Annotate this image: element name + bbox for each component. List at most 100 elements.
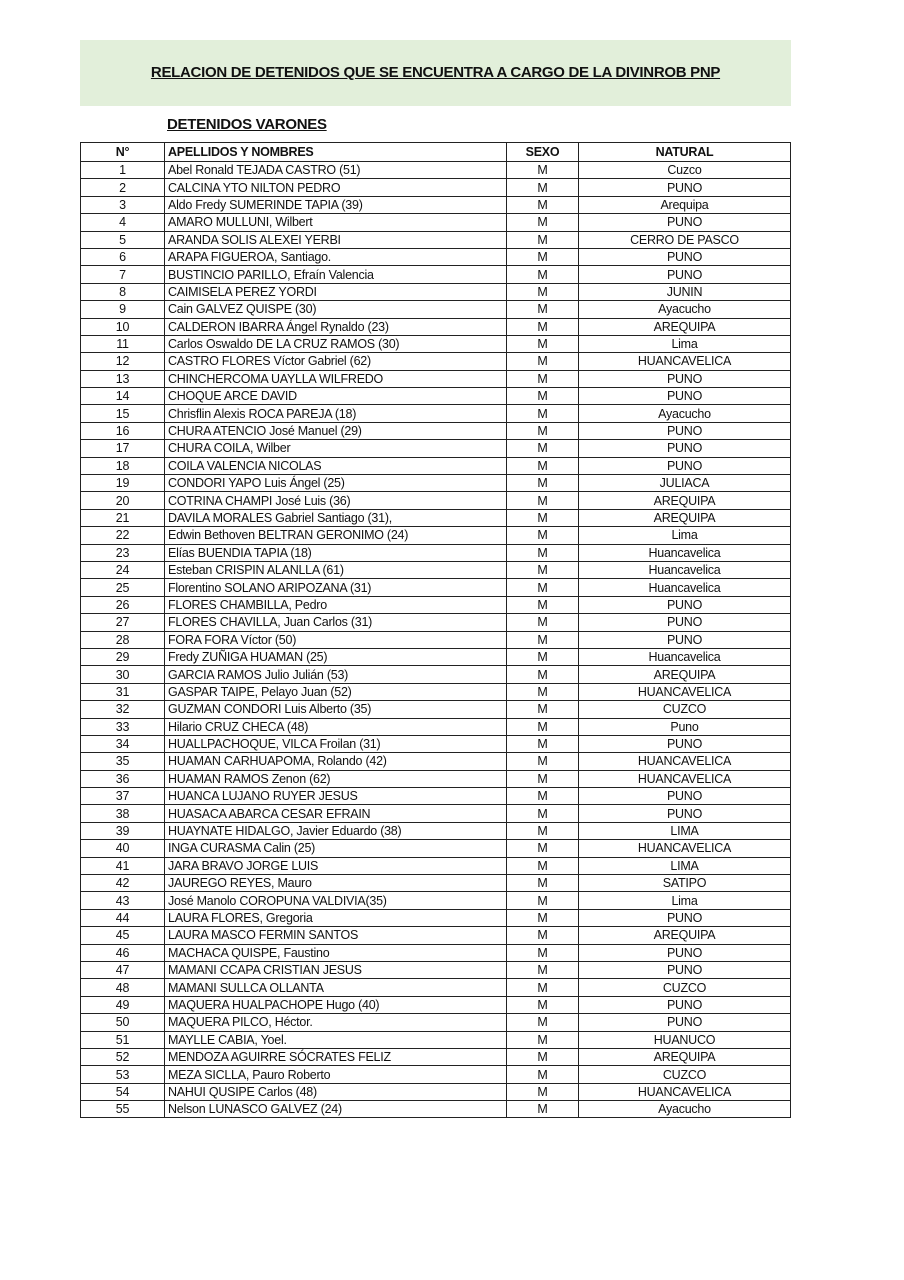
cell-origin: PUNO (578, 265, 791, 284)
cell-sex: M (506, 769, 579, 789)
cell-number: 49 (80, 995, 165, 1015)
cell-number: 21 (80, 508, 165, 528)
cell-name: LAURA FLORES, Gregoria (164, 908, 507, 928)
table-row: 54 NAHUI QUSIPE Carlos (48) M HUANCAVELICA (80, 1082, 791, 1102)
cell-number: 54 (80, 1082, 165, 1102)
cell-name: HUALLPACHOQUE, VILCA Froilan (31) (164, 734, 507, 754)
cell-name: MEZA SICLLA, Pauro Roberto (164, 1065, 507, 1084)
cell-origin: Huancavelica (578, 578, 791, 597)
cell-name: HUANCA LUJANO RUYER JESUS (164, 787, 507, 806)
cell-number: 29 (80, 647, 165, 667)
cell-name: COILA VALENCIA NICOLAS (164, 456, 507, 476)
header-origin: NATURAL (578, 142, 791, 162)
cell-origin: Ayacucho (578, 1100, 791, 1119)
cell-number: 17 (80, 439, 165, 458)
table-row: 4 AMARO MULLUNI, Wilbert M PUNO (80, 213, 791, 232)
cell-sex: M (506, 1047, 579, 1067)
cell-origin: AREQUIPA (578, 508, 791, 528)
table-header-row: N° APELLIDOS Y NOMBRES SEXO NATURAL (80, 142, 791, 162)
cell-sex: M (506, 404, 579, 423)
cell-number: 4 (80, 213, 165, 232)
detainees-table: N° APELLIDOS Y NOMBRES SEXO NATURAL 1 Abe… (80, 142, 791, 1119)
cell-sex: M (506, 734, 579, 754)
cell-sex: M (506, 578, 579, 597)
cell-name: DAVILA MORALES Gabriel Santiago (31), (164, 508, 507, 528)
cell-number: 18 (80, 456, 165, 476)
cell-number: 7 (80, 265, 165, 284)
cell-origin: PUNO (578, 960, 791, 980)
cell-origin: PUNO (578, 787, 791, 806)
table-row: 20 COTRINA CHAMPI José Luis (36) M AREQUIPA (80, 491, 791, 510)
cell-name: COTRINA CHAMPI José Luis (36) (164, 491, 507, 510)
cell-origin: HUANCAVELICA (578, 352, 791, 371)
title-banner (80, 40, 791, 106)
table-row: 34 HUALLPACHOQUE, VILCA Froilan (31) M PUNO (80, 734, 791, 754)
cell-name: Nelson LUNASCO GALVEZ (24) (164, 1100, 507, 1119)
cell-number: 40 (80, 839, 165, 858)
cell-sex: M (506, 456, 579, 476)
cell-name: Chrisflin Alexis ROCA PAREJA (18) (164, 404, 507, 423)
cell-number: 39 (80, 821, 165, 841)
cell-name: CHOQUE ARCE DAVID (164, 387, 507, 406)
cell-number: 27 (80, 613, 165, 632)
cell-number: 50 (80, 1013, 165, 1032)
cell-name: ARAPA FIGUEROA, Santiago. (164, 247, 507, 267)
cell-number: 30 (80, 665, 165, 684)
cell-origin: HUANCAVELICA (578, 769, 791, 789)
cell-number: 6 (80, 247, 165, 267)
table-row: 38 HUASACA ABARCA CESAR EFRAIN M PUNO (80, 804, 791, 823)
table-row: 26 FLORES CHAMBILLA, Pedro M PUNO (80, 595, 791, 615)
cell-name: JAUREGO REYES, Mauro (164, 874, 507, 893)
table-row: 8 CAIMISELA PEREZ YORDI M JUNIN (80, 282, 791, 302)
table-row: 33 Hilario CRUZ CHECA (48) M Puno (80, 717, 791, 736)
cell-name: CHURA COILA, Wilber (164, 439, 507, 458)
cell-sex: M (506, 926, 579, 945)
cell-name: CASTRO FLORES Víctor Gabriel (62) (164, 352, 507, 371)
cell-origin: HUANCAVELICA (578, 1082, 791, 1102)
cell-number: 3 (80, 195, 165, 215)
cell-name: MAQUERA PILCO, Héctor. (164, 1013, 507, 1032)
cell-origin: CERRO DE PASCO (578, 230, 791, 249)
cell-origin: Ayacucho (578, 404, 791, 423)
table-row: 10 CALDERON IBARRA Ángel Rynaldo (23) M ARE… (80, 317, 791, 336)
cell-name: BUSTINCIO PARILLO, Efraín Valencia (164, 265, 507, 284)
table-row: 48 MAMANI SULLCA OLLANTA M CUZCO (80, 978, 791, 997)
cell-name: HUAYNATE HIDALGO, Javier Eduardo (38) (164, 821, 507, 841)
table-row: 30 GARCIA RAMOS Julio Julián (53) M AREQUIP… (80, 665, 791, 684)
cell-sex: M (506, 508, 579, 528)
cell-sex: M (506, 647, 579, 667)
cell-name: GUZMAN CONDORI Luis Alberto (35) (164, 700, 507, 719)
cell-number: 5 (80, 230, 165, 249)
cell-number: 15 (80, 404, 165, 423)
cell-origin: PUNO (578, 804, 791, 823)
cell-origin: PUNO (578, 613, 791, 632)
table-row: 15 Chrisflin Alexis ROCA PAREJA (18) M Ayac… (80, 404, 791, 423)
cell-sex: M (506, 891, 579, 910)
cell-number: 20 (80, 491, 165, 510)
cell-origin: PUNO (578, 213, 791, 232)
table-row: 55 Nelson LUNASCO GALVEZ (24) M Ayacucho (80, 1100, 791, 1119)
cell-number: 14 (80, 387, 165, 406)
cell-sex: M (506, 682, 579, 702)
cell-name: José Manolo COROPUNA VALDIVIA(35) (164, 891, 507, 910)
cell-origin: CUZCO (578, 1065, 791, 1084)
cell-sex: M (506, 1030, 579, 1049)
cell-number: 32 (80, 700, 165, 719)
table-row: 51 MAYLLE CABIA, Yoel. M HUANUCO (80, 1030, 791, 1049)
cell-origin: LIMA (578, 856, 791, 876)
cell-name: GARCIA RAMOS Julio Julián (53) (164, 665, 507, 684)
cell-sex: M (506, 630, 579, 649)
cell-number: 34 (80, 734, 165, 754)
header-sex: SEXO (506, 142, 579, 162)
table-row: 13 CHINCHERCOMA UAYLLA WILFREDO M PUNO (80, 369, 791, 389)
cell-origin: AREQUIPA (578, 926, 791, 945)
cell-sex: M (506, 665, 579, 684)
cell-origin: Ayacucho (578, 300, 791, 319)
cell-name: MAYLLE CABIA, Yoel. (164, 1030, 507, 1049)
table-row: 37 HUANCA LUJANO RUYER JESUS M PUNO (80, 787, 791, 806)
cell-sex: M (506, 960, 579, 980)
cell-origin: Lima (578, 526, 791, 545)
cell-sex: M (506, 700, 579, 719)
cell-number: 13 (80, 369, 165, 389)
cell-origin: PUNO (578, 439, 791, 458)
